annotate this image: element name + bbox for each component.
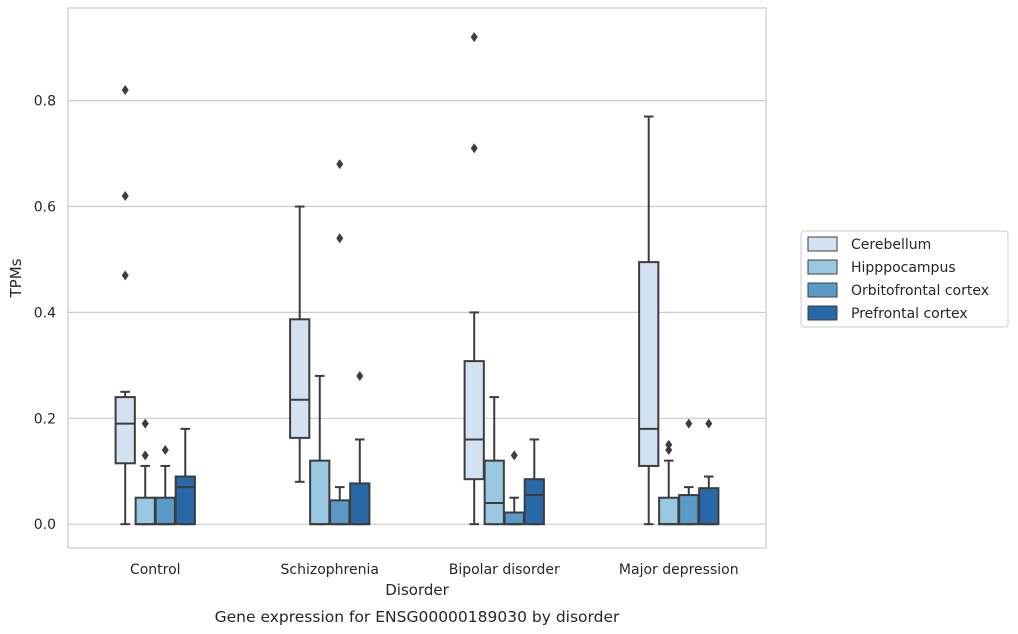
outlier-point	[685, 418, 693, 429]
box-group	[463, 32, 485, 526]
box	[349, 482, 371, 526]
x-tick-labels: Control Schizophrenia Bipolar disorder Majo…	[130, 562, 739, 578]
outlier-point	[336, 233, 344, 244]
box-group	[154, 445, 176, 526]
box	[114, 396, 136, 465]
legend-label: Hipppocampus	[851, 260, 956, 276]
y-tick-label: 0.6	[34, 200, 56, 216]
outlier-point	[141, 450, 149, 461]
gridlines	[68, 100, 766, 525]
outlier-point	[161, 445, 169, 456]
outlier-point	[121, 85, 129, 96]
box	[309, 459, 331, 526]
box-group	[289, 205, 311, 483]
box	[658, 496, 680, 526]
outlier-point	[141, 418, 149, 429]
outlier-point	[510, 450, 518, 461]
box-group	[349, 370, 371, 526]
box	[523, 478, 545, 526]
box	[698, 487, 720, 526]
box-group	[523, 438, 545, 526]
box-group	[483, 396, 505, 526]
box	[463, 360, 485, 481]
x-tick-label: Schizophrenia	[281, 562, 379, 578]
box-group	[329, 159, 351, 526]
box	[289, 318, 311, 439]
box-group	[134, 418, 156, 526]
box-group	[309, 374, 331, 526]
box	[483, 459, 505, 526]
box-group	[174, 427, 196, 526]
box-group	[678, 418, 700, 526]
box	[329, 499, 351, 526]
x-axis-label: Disorder	[385, 581, 449, 599]
box-plot-series	[114, 32, 720, 526]
legend-label: Prefrontal cortex	[851, 306, 968, 322]
box-group	[114, 85, 136, 526]
box	[134, 496, 156, 526]
y-tick-labels: 0.0 0.2 0.4 0.6 0.8	[34, 94, 56, 534]
y-tick-label: 0.8	[34, 94, 56, 110]
box-group	[698, 418, 720, 526]
outlier-point	[121, 270, 129, 281]
x-tick-label: Control	[130, 562, 181, 578]
y-axis-label: TPMs	[7, 258, 25, 298]
box-group	[658, 439, 680, 526]
outlier-point	[705, 418, 713, 429]
outlier-point	[470, 32, 478, 43]
legend-frame	[800, 230, 1009, 328]
x-tick-label: Bipolar disorder	[449, 562, 560, 578]
outlier-point	[121, 190, 129, 201]
outlier-point	[356, 370, 364, 381]
legend-swatch	[807, 259, 838, 275]
legend-swatch	[807, 282, 838, 298]
outlier-point	[665, 445, 673, 456]
outlier-point	[470, 143, 478, 154]
plot-area-frame	[67, 7, 767, 549]
box	[154, 496, 176, 526]
figure-caption: Gene expression for ENSG00000189030 by d…	[215, 608, 620, 626]
legend-swatch	[807, 305, 838, 321]
legend-label: Cerebellum	[851, 237, 931, 253]
y-tick-label: 0.0	[34, 517, 56, 533]
legend-label: Orbitofrontal cortex	[851, 283, 989, 299]
box	[174, 475, 196, 526]
y-tick-label: 0.2	[34, 411, 56, 427]
box-group	[503, 450, 525, 526]
legend-swatch	[807, 236, 838, 252]
x-tick-label: Major depression	[619, 562, 739, 578]
box-group	[638, 115, 660, 526]
box	[638, 261, 660, 467]
box	[503, 511, 525, 526]
outlier-point	[336, 159, 344, 170]
box	[678, 494, 700, 526]
legend: Cerebellum Hipppocampus Orbitofrontal cort…	[800, 230, 1009, 328]
outlier-point	[665, 439, 673, 450]
y-tick-label: 0.4	[34, 305, 56, 321]
